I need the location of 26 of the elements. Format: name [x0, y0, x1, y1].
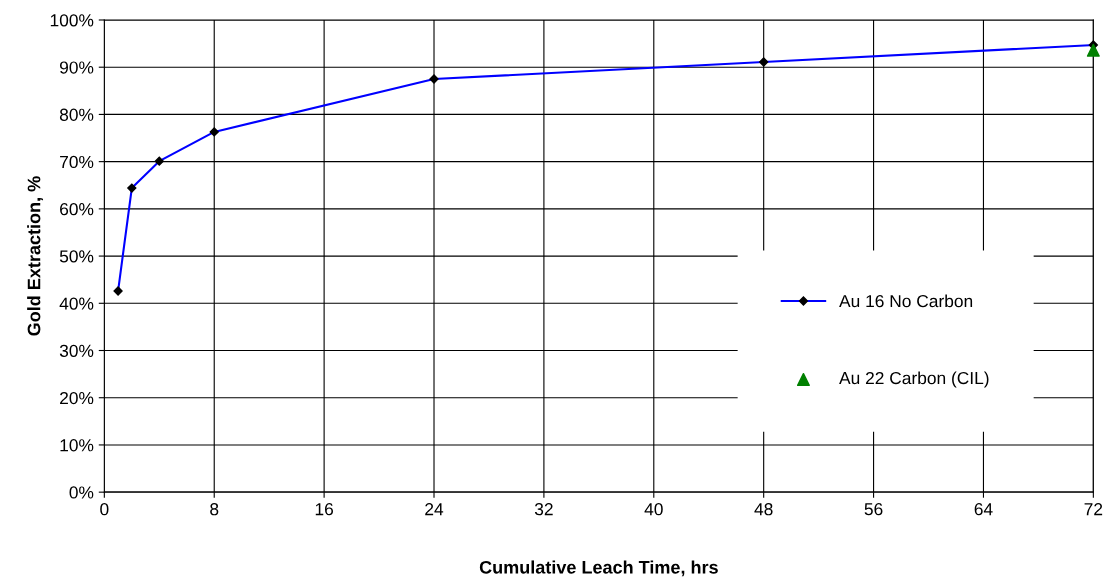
- y-tick-label: 40%: [59, 297, 94, 310]
- y-tick-label: 10%: [60, 439, 94, 452]
- x-tick-label: 56: [864, 503, 883, 516]
- legend-label: Au 22 Carbon (CIL): [839, 371, 989, 388]
- point: [1086, 43, 1100, 57]
- y-tick-label: 70%: [60, 155, 94, 169]
- y-tick-label: 90%: [59, 61, 94, 74]
- x-tick-label: 0: [100, 503, 109, 516]
- x-tick-label: 8: [210, 503, 219, 516]
- y-tick-label: 0%: [69, 486, 94, 499]
- x-tick-label: 40: [644, 503, 663, 516]
- x-tick-label: 72: [1084, 503, 1103, 516]
- x-tick-label: 32: [534, 503, 553, 516]
- y-tick-label: 100%: [50, 14, 94, 27]
- y-tick-label: 50%: [59, 250, 94, 263]
- x-tick-label: 48: [754, 503, 773, 516]
- y-tick-label: 20%: [60, 391, 94, 405]
- x-axis-title: Cumulative Leach Time, hrs: [479, 560, 718, 577]
- y-axis-title: Gold Extraction, %: [27, 176, 44, 336]
- legend-label: Au 16 No Carbon: [839, 294, 973, 308]
- y-tick-label: 60%: [60, 203, 94, 216]
- y-tick-label: 80%: [59, 108, 94, 121]
- x-tick-label: 24: [425, 503, 444, 516]
- y-tick-label: 30%: [59, 344, 94, 357]
- x-tick-label: 64: [974, 503, 993, 516]
- x-tick-label: 16: [315, 503, 334, 516]
